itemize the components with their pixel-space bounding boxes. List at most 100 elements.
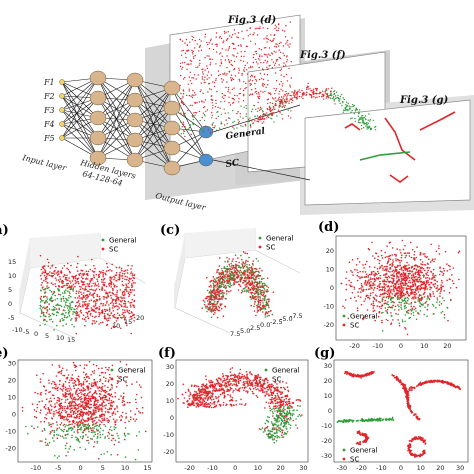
scatter-point <box>438 245 440 247</box>
scatter-point <box>65 278 67 281</box>
scatter-point <box>65 424 67 426</box>
scatter-point <box>282 103 284 105</box>
scatter-point <box>184 52 187 54</box>
scatter-point <box>429 286 431 288</box>
scatter-point <box>120 296 122 298</box>
scatter-point <box>266 35 268 37</box>
scatter-point <box>257 300 259 302</box>
nn-edge <box>171 131 207 169</box>
scatter-point <box>79 310 81 313</box>
scatter-point <box>397 276 400 278</box>
scatter-point <box>283 106 286 109</box>
scatter-point <box>231 64 234 67</box>
scatter-point <box>137 449 140 451</box>
scatter-point <box>421 304 423 306</box>
scatter-point <box>224 32 226 35</box>
scatter-point <box>379 295 381 297</box>
scatter-point <box>80 408 82 411</box>
scatter-point <box>187 128 190 130</box>
scatter-point <box>36 403 39 406</box>
scatter-point <box>275 29 278 32</box>
scatter-point <box>101 410 103 413</box>
scatter-point <box>105 324 108 327</box>
scatter-point <box>251 291 254 294</box>
scatter-point <box>408 264 410 266</box>
scatter-point <box>274 45 276 48</box>
scatter-point <box>99 407 101 410</box>
scatter-point <box>230 278 232 280</box>
scatter-point <box>82 301 84 303</box>
scatter-point <box>357 121 360 123</box>
scatter-point <box>313 88 315 91</box>
scatter-point <box>368 285 371 287</box>
scatter-point <box>112 325 115 328</box>
output-node <box>198 153 214 167</box>
scatter-point <box>283 101 286 103</box>
scatter-point <box>258 93 260 95</box>
scatter-point <box>411 281 414 283</box>
scatter-point <box>365 260 368 263</box>
scatter-point <box>207 129 209 131</box>
scatter-point <box>404 283 406 285</box>
scatter-point <box>409 286 412 289</box>
scatter-point <box>373 277 376 280</box>
scatter-point <box>388 242 391 244</box>
scatter-point <box>191 96 194 99</box>
scatter-point <box>225 39 228 41</box>
scatter-point <box>44 417 46 419</box>
scatter-point <box>387 291 390 293</box>
scatter-point <box>200 40 202 42</box>
scatter-point <box>293 96 295 99</box>
scatter-point <box>256 304 258 307</box>
scatter-point <box>66 393 68 395</box>
scatter-point <box>402 300 404 302</box>
scatter-point <box>337 94 339 97</box>
scatter-point <box>245 282 248 285</box>
scatter-point <box>226 268 229 271</box>
input-node <box>59 93 65 99</box>
scatter-point <box>414 259 416 261</box>
scatter-point <box>333 96 335 98</box>
scatter-point <box>425 280 428 282</box>
scatter-point <box>107 431 110 434</box>
scatter-point <box>251 286 253 289</box>
scatter-point <box>386 268 388 270</box>
x-tick-label: 15 <box>143 464 151 472</box>
scatter-point <box>386 256 388 258</box>
scatter-point <box>413 280 416 283</box>
scatter-point <box>311 92 314 94</box>
scatter-point <box>412 314 415 317</box>
scatter-point <box>253 310 256 312</box>
scatter-point <box>358 261 361 263</box>
scatter-point <box>95 392 98 395</box>
scatter-point <box>396 266 398 268</box>
scatter-point <box>220 61 222 63</box>
scatter-point <box>228 46 231 48</box>
scatter-point <box>257 286 259 289</box>
scatter-point <box>88 407 90 409</box>
scatter-point <box>289 21 291 23</box>
scatter-point <box>331 87 333 89</box>
scatter-point <box>373 275 376 277</box>
scatter-point <box>346 104 348 107</box>
scatter-point <box>351 110 353 112</box>
scatter-point <box>248 279 250 282</box>
scatter-point <box>220 292 223 295</box>
scatter-point <box>227 87 230 89</box>
scatter-point <box>186 68 188 71</box>
scatter-point <box>83 273 85 276</box>
scatter-point <box>400 304 402 306</box>
scatter-point <box>61 409 64 412</box>
scatter-point <box>192 118 195 121</box>
scatter-point <box>77 384 80 386</box>
scatter-point <box>236 36 238 38</box>
scatter-point <box>220 52 222 54</box>
scatter-point <box>390 285 392 288</box>
scatter-point <box>104 372 107 374</box>
scatter-point <box>106 292 109 295</box>
scatter-point <box>50 282 53 284</box>
scatter-point <box>349 284 351 286</box>
scatter-point <box>102 371 104 374</box>
scatter-point <box>60 371 62 373</box>
